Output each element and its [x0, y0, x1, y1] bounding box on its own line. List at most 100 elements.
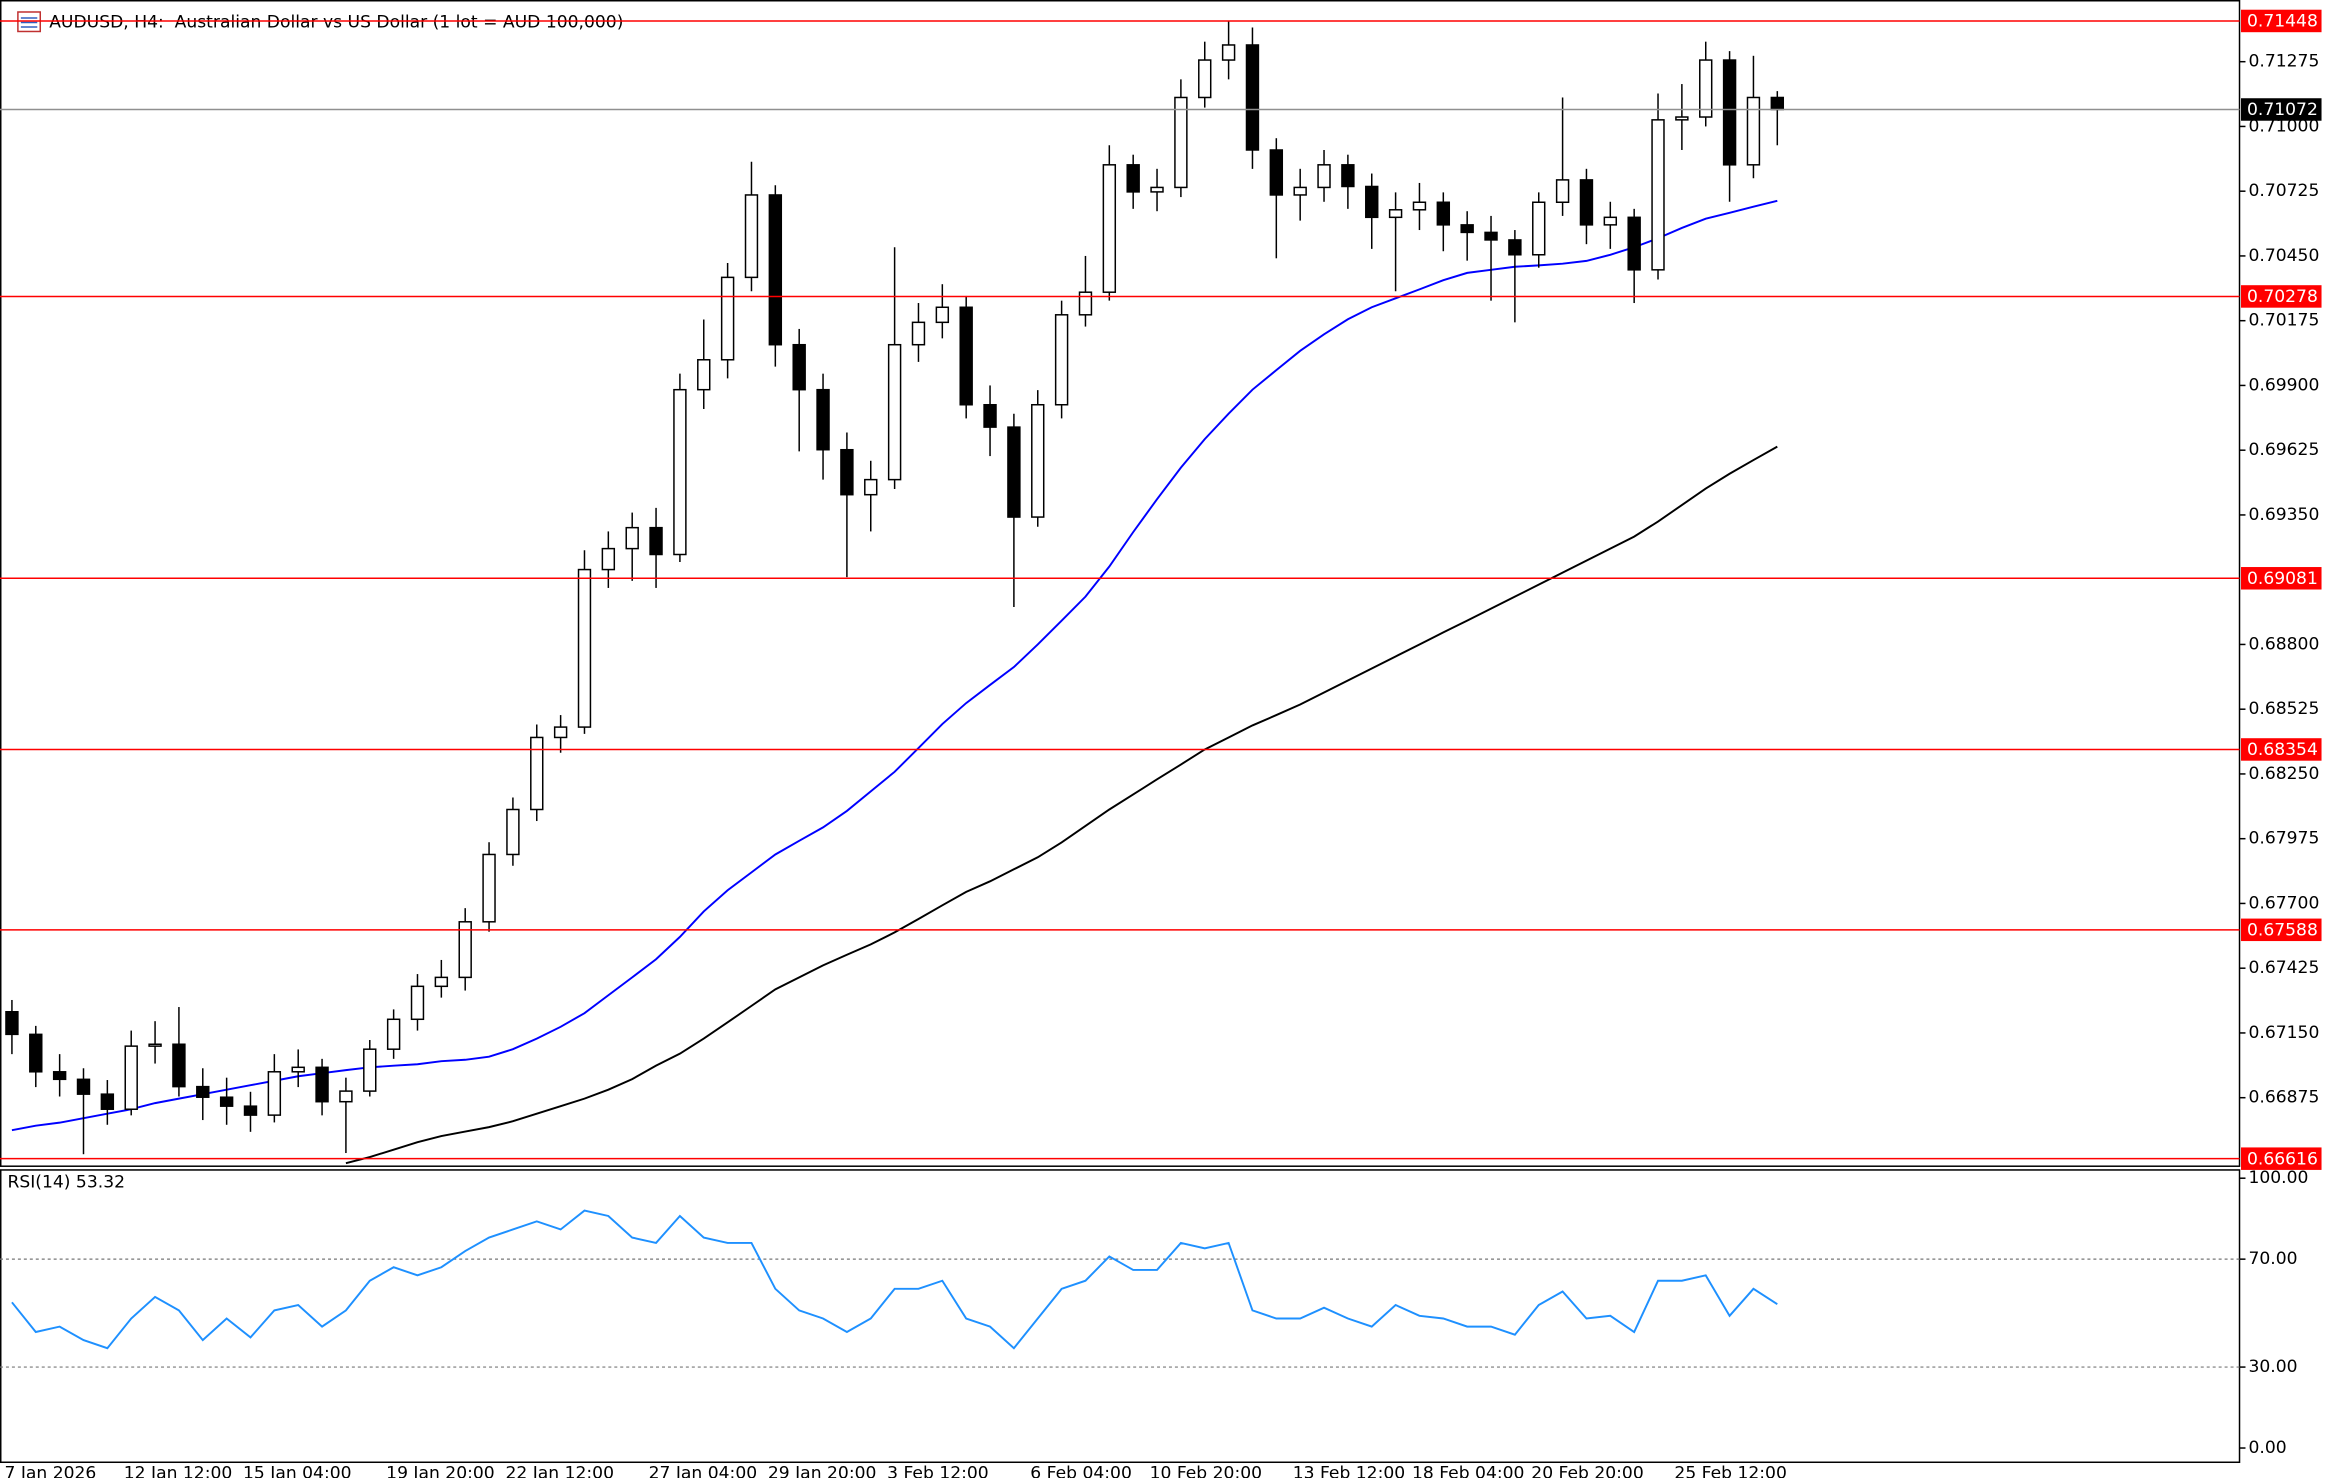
candle-body	[792, 343, 806, 391]
candle-body	[673, 388, 687, 556]
y-tick-label: 0.67425	[2248, 958, 2319, 978]
x-tick-label: 19 Jan 20:00	[386, 1463, 495, 1478]
candle-body	[1365, 185, 1379, 219]
candle-body	[267, 1071, 282, 1116]
candle-body	[768, 194, 783, 346]
candle-body	[196, 1085, 210, 1098]
level-label-box	[2241, 918, 2322, 942]
y-tick-label: 0.00	[2248, 1438, 2286, 1458]
candle-body	[219, 1096, 234, 1107]
y-tick-label: 100.00	[2248, 1168, 2308, 1188]
y-tick-label: 0.68800	[2248, 634, 2319, 654]
candle-body	[577, 568, 592, 728]
candle-body	[697, 359, 711, 391]
level-label: 0.71448	[2247, 12, 2318, 32]
x-tick-label: 13 Feb 12:00	[1293, 1463, 1405, 1478]
last-price-box	[2241, 98, 2322, 121]
level-label-box	[2241, 567, 2322, 590]
y-tick-label: 0.69625	[2248, 440, 2319, 460]
candle-body	[840, 448, 854, 496]
candle-body	[339, 1090, 353, 1103]
candle-body	[1484, 231, 1498, 241]
candle-body	[1269, 149, 1284, 196]
level-label-box	[2241, 1147, 2322, 1170]
candle-body	[959, 306, 973, 406]
candle-body	[1341, 164, 1355, 188]
x-tick-label: 20 Feb 20:00	[1531, 1463, 1643, 1478]
rsi-panel-border	[0, 1169, 2241, 1464]
candle-body	[1627, 216, 1641, 271]
candle-body	[1031, 403, 1045, 518]
candle-body	[530, 736, 544, 811]
candle-body	[649, 526, 663, 556]
y-tick-label: 0.69900	[2248, 375, 2319, 395]
y-tick-label: 0.67150	[2248, 1023, 2319, 1043]
rsi-title: RSI(14) 53.32	[7, 1173, 125, 1193]
y-tick-label: 70.00	[2248, 1249, 2297, 1269]
candle-body	[29, 1033, 43, 1073]
moving-average	[345, 445, 1778, 1165]
y-tick-label: 0.70725	[2248, 181, 2319, 201]
x-tick-label: 22 Jan 12:00	[505, 1463, 614, 1478]
candle-body	[148, 1043, 162, 1047]
candle-body	[1555, 179, 1570, 204]
candle-body	[1699, 59, 1713, 118]
candle-body	[1412, 201, 1427, 211]
candle-body	[76, 1078, 91, 1095]
candle-body	[1746, 96, 1761, 166]
candle-body	[506, 808, 520, 856]
y-tick-label: 0.71275	[2248, 52, 2319, 72]
candle-body	[1770, 96, 1785, 111]
candle-body	[243, 1105, 258, 1116]
y-tick-label: 0.68250	[2248, 764, 2319, 784]
candle-body	[935, 306, 950, 324]
candle-body	[1603, 216, 1618, 226]
candle-body	[1221, 44, 1236, 61]
candle-body	[1460, 224, 1474, 234]
candle-body	[1579, 179, 1594, 226]
last-price-label: 0.71072	[2247, 100, 2318, 120]
candle-body	[864, 478, 878, 496]
candle-body	[720, 276, 735, 361]
candle-body	[1651, 119, 1665, 271]
level-label: 0.67588	[2247, 921, 2318, 941]
candle-body	[482, 853, 496, 923]
candle-body	[1532, 201, 1546, 256]
candle-body	[434, 976, 449, 988]
x-tick-label: 27 Jan 04:00	[649, 1463, 758, 1478]
candle-body	[911, 321, 926, 346]
x-tick-label: 29 Jan 20:00	[768, 1463, 877, 1478]
candle-body	[315, 1066, 329, 1103]
candle-body	[1150, 186, 1164, 193]
moving-average	[11, 199, 1778, 1132]
x-tick-label: 6 Feb 04:00	[1030, 1463, 1132, 1478]
candle-body	[887, 343, 902, 481]
candle-body	[1293, 186, 1307, 196]
candle-body	[601, 547, 616, 571]
level-label: 0.66616	[2247, 1149, 2318, 1169]
y-tick-label: 0.70450	[2248, 246, 2319, 266]
symbol-icon	[17, 11, 42, 33]
candle-body	[1174, 96, 1188, 189]
candle-body	[410, 985, 425, 1021]
candle-body	[1198, 59, 1212, 99]
x-tick-label: 12 Jan 12:00	[124, 1463, 233, 1478]
candle-body	[1675, 116, 1689, 121]
candle-body	[5, 1011, 19, 1036]
candle-body	[1054, 314, 1069, 406]
y-tick-label: 30.00	[2248, 1357, 2297, 1377]
candle-body	[386, 1018, 401, 1050]
x-tick-label: 3 Feb 12:00	[887, 1463, 989, 1478]
main-panel-border	[0, 0, 2241, 1167]
rsi-line	[11, 1209, 1778, 1350]
candle-body	[291, 1066, 305, 1073]
candle-body	[458, 921, 472, 979]
y-tick-label: 0.67975	[2248, 829, 2319, 849]
candle-body	[1078, 291, 1093, 316]
candle-body	[1508, 239, 1522, 256]
y-tick-label: 0.67700	[2248, 893, 2319, 913]
y-tick-label: 0.69350	[2248, 505, 2319, 525]
candle-body	[1388, 209, 1403, 219]
candle-body	[52, 1071, 67, 1081]
